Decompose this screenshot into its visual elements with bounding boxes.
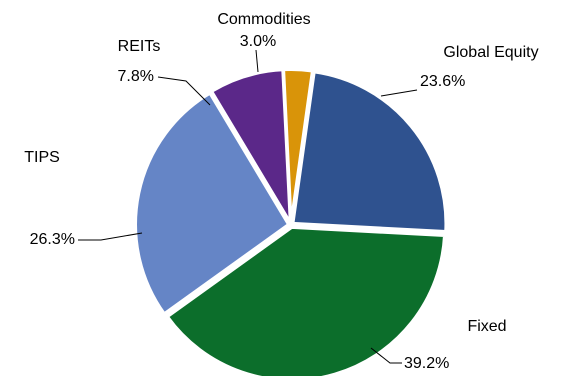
leader-tips (78, 232, 143, 241)
label-reits-value: 7.8% (118, 68, 154, 85)
leader-reits (157, 76, 211, 106)
leader-commodities (255, 49, 259, 73)
label-global-equity-name: Global Equity (443, 44, 538, 61)
label-tips-value: 26.3% (30, 231, 75, 248)
leader-fixed (370, 347, 402, 364)
pie-slice-global-equity (291, 70, 448, 234)
label-tips-name: TIPS (24, 149, 60, 166)
leader-global-equity (380, 89, 418, 97)
pie-slice-fixed (165, 225, 447, 376)
pie-slices (134, 68, 448, 376)
label-fixed-value: 39.2% (404, 355, 449, 372)
leader-lines (78, 49, 418, 364)
label-commodities-name: Commodities (217, 11, 310, 28)
pie-slice-commodities (282, 68, 315, 223)
label-reits-name: REITs (118, 38, 161, 55)
label-global-equity-value: 23.6% (420, 73, 465, 90)
pie-slice-tips (134, 91, 291, 316)
label-fixed-name: Fixed (467, 318, 506, 335)
label-commodities-value: 3.0% (240, 33, 276, 50)
